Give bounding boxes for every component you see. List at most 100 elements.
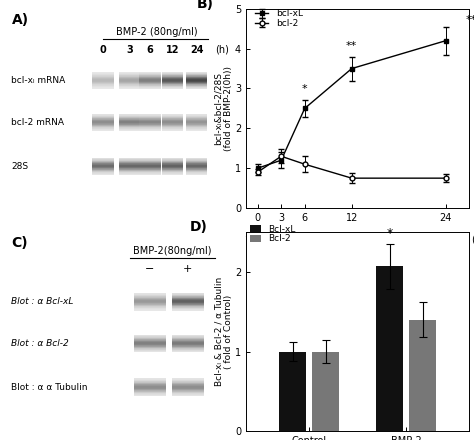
Bar <box>119 114 140 131</box>
Bar <box>162 158 183 159</box>
Bar <box>172 383 203 384</box>
Bar <box>186 114 208 115</box>
Bar <box>92 173 114 174</box>
Bar <box>172 300 203 301</box>
Bar <box>119 158 140 159</box>
Bar <box>134 309 165 310</box>
Bar <box>119 87 140 88</box>
Bar <box>92 75 114 76</box>
Bar <box>162 114 183 115</box>
Bar <box>119 88 140 89</box>
Bar <box>119 130 140 131</box>
Bar <box>134 344 165 345</box>
Bar <box>92 127 114 128</box>
Bar <box>139 125 161 126</box>
Bar <box>92 122 114 123</box>
Bar <box>162 73 183 74</box>
Bar <box>119 75 140 76</box>
Bar <box>172 380 203 381</box>
Bar <box>92 168 114 169</box>
Bar <box>134 348 165 349</box>
Bar <box>119 114 140 115</box>
Text: **: ** <box>465 15 474 25</box>
Bar <box>186 123 208 124</box>
Bar <box>172 304 203 305</box>
Bar <box>172 301 203 302</box>
Bar <box>134 342 165 343</box>
Bar <box>119 158 140 175</box>
Bar <box>134 347 165 348</box>
Text: A): A) <box>11 13 28 27</box>
Bar <box>186 159 208 160</box>
Bar <box>139 169 161 170</box>
Bar <box>186 167 208 168</box>
Bar <box>186 84 208 85</box>
Bar <box>172 385 203 386</box>
Bar <box>162 85 183 86</box>
Y-axis label: Bcl-xₗ & Bcl-2 / α Tubulin
( fold of Control): Bcl-xₗ & Bcl-2 / α Tubulin ( fold of Con… <box>214 277 233 386</box>
Bar <box>139 164 161 165</box>
Text: +: + <box>183 264 192 274</box>
Bar <box>139 119 161 120</box>
Bar <box>119 168 140 169</box>
Bar <box>186 126 208 127</box>
Bar <box>134 343 165 344</box>
Bar <box>92 124 114 125</box>
Bar <box>134 293 165 311</box>
Bar <box>92 121 114 122</box>
Bar <box>172 379 203 380</box>
Bar <box>134 338 165 339</box>
Bar <box>279 352 306 431</box>
Bar <box>172 308 203 309</box>
Bar <box>162 122 183 123</box>
Text: B): B) <box>197 0 214 11</box>
Bar <box>119 123 140 124</box>
Bar <box>92 82 114 83</box>
Bar <box>162 84 183 85</box>
Bar <box>162 119 183 120</box>
Bar <box>186 168 208 169</box>
Bar <box>119 164 140 165</box>
Bar <box>162 174 183 175</box>
Bar <box>92 158 114 159</box>
Bar <box>92 87 114 88</box>
Bar <box>139 73 161 74</box>
Bar <box>139 130 161 131</box>
Bar <box>92 73 114 74</box>
Bar <box>172 296 203 297</box>
Bar <box>162 121 183 122</box>
Bar <box>134 300 165 301</box>
Bar <box>162 167 183 168</box>
Bar <box>119 159 140 160</box>
Bar <box>409 319 436 431</box>
Bar <box>119 128 140 129</box>
Bar <box>139 171 161 172</box>
Bar <box>186 79 208 80</box>
Bar <box>134 302 165 303</box>
Bar <box>134 392 165 393</box>
Bar <box>172 382 203 383</box>
Bar <box>134 387 165 388</box>
Bar <box>134 296 165 297</box>
Bar <box>92 158 114 175</box>
Bar <box>119 82 140 83</box>
Bar <box>172 338 203 339</box>
Bar <box>139 114 161 115</box>
Bar <box>134 305 165 306</box>
Bar <box>119 76 140 77</box>
Bar <box>186 73 208 74</box>
Bar <box>186 122 208 123</box>
Bar <box>119 72 140 73</box>
Bar <box>172 334 203 352</box>
Bar <box>119 116 140 117</box>
Bar <box>92 118 114 119</box>
Bar <box>162 79 183 80</box>
Text: C): C) <box>11 236 28 250</box>
Bar <box>134 335 165 336</box>
Bar <box>162 160 183 161</box>
Bar <box>139 72 161 73</box>
Bar <box>139 78 161 79</box>
Bar <box>186 88 208 89</box>
Bar <box>172 386 203 387</box>
Bar <box>186 82 208 83</box>
